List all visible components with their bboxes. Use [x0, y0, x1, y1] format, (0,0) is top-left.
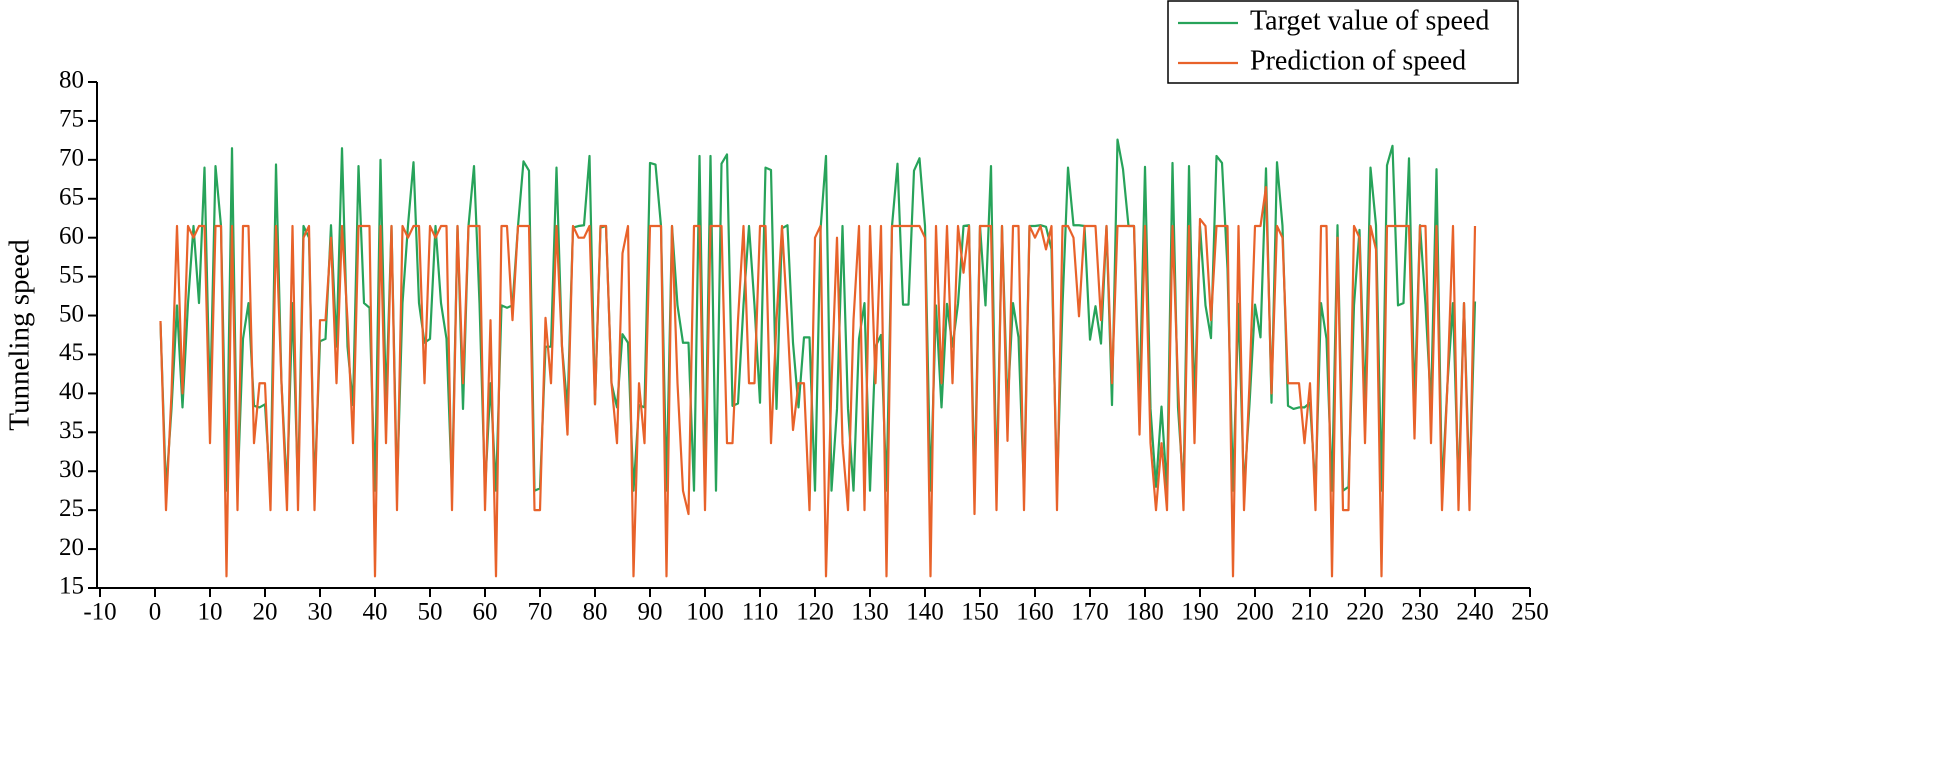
x-tick-label: 220	[1346, 599, 1384, 626]
x-tick-label: 190	[1181, 599, 1219, 626]
legend-label: Target value of speed	[1250, 5, 1489, 36]
x-tick-label: 50	[418, 599, 443, 626]
y-tick-label: 30	[59, 456, 84, 483]
y-axis-label: Tunneling speed	[4, 239, 36, 431]
y-tick-label: 80	[59, 67, 84, 94]
legend-label: Prediction of speed	[1250, 45, 1466, 76]
x-tick-label: 10	[198, 599, 223, 626]
x-tick-label: 230	[1401, 599, 1439, 626]
y-tick-label: 50	[59, 300, 84, 327]
x-tick-label: 90	[638, 599, 663, 626]
x-tick-label: 120	[796, 599, 834, 626]
x-tick-label: 160	[1016, 599, 1054, 626]
x-tick-label: 150	[961, 599, 999, 626]
y-tick-label: 20	[59, 534, 84, 561]
x-tick-label: 170	[1071, 599, 1109, 626]
x-tick-label: 250	[1511, 599, 1549, 626]
x-tick-label: 30	[308, 599, 333, 626]
data-line	[159, 185, 1477, 578]
y-tick-label: 15	[59, 573, 84, 600]
y-tick-label: 40	[59, 378, 84, 405]
x-tick-label: 210	[1291, 599, 1329, 626]
x-tick-label: 130	[851, 599, 889, 626]
x-tick-label: 40	[363, 599, 388, 626]
x-tick-label: 20	[253, 599, 278, 626]
x-tick-label: 240	[1456, 599, 1494, 626]
x-tick-label: 60	[473, 599, 498, 626]
x-tick-label: 200	[1236, 599, 1274, 626]
y-tick-label: 55	[59, 261, 84, 288]
x-tick-label: 0	[149, 599, 162, 626]
x-tick-label: -10	[83, 599, 116, 626]
data-line	[159, 138, 1477, 492]
y-tick-label: 70	[59, 145, 84, 172]
legend-box	[1167, 0, 1519, 84]
x-tick-label: 80	[583, 599, 608, 626]
y-tick-label: 25	[59, 495, 84, 522]
x-tick-label: 70	[528, 599, 553, 626]
x-tick-label: 140	[906, 599, 944, 626]
x-tick-label: 180	[1126, 599, 1164, 626]
y-tick-label: 75	[59, 106, 84, 133]
y-tick-label: 65	[59, 184, 84, 211]
y-tick-label: 35	[59, 417, 84, 444]
x-tick-label: 110	[742, 599, 779, 626]
y-tick-label: 45	[59, 339, 84, 366]
x-tick-label: 100	[686, 599, 724, 626]
y-tick-label: 60	[59, 222, 84, 249]
